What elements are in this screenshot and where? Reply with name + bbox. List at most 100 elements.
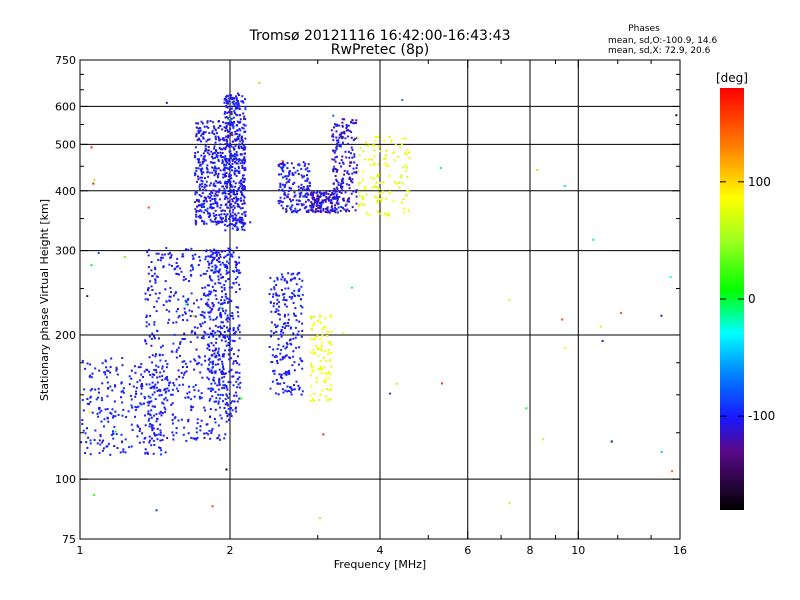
data-point: [209, 306, 212, 309]
data-point: [236, 158, 239, 161]
data-point: [226, 186, 228, 189]
data-point: [236, 362, 238, 365]
data-point: [337, 206, 340, 209]
data-point: [227, 253, 230, 256]
data-point: [302, 203, 305, 206]
data-point: [280, 289, 283, 291]
data-point: [194, 437, 197, 440]
data-point: [405, 193, 408, 196]
data-point: [225, 116, 228, 118]
data-point: [225, 218, 227, 221]
data-point: [122, 450, 125, 453]
data-point: [203, 406, 206, 409]
data-point: [199, 216, 202, 219]
data-point: [218, 330, 221, 333]
data-point: [320, 345, 323, 348]
data-point: [307, 188, 310, 191]
data-point: [197, 306, 200, 309]
data-point: [272, 295, 274, 298]
data-point: [224, 219, 227, 222]
data-point: [100, 397, 103, 400]
data-point: [228, 218, 231, 220]
data-point: [160, 256, 163, 259]
data-point: [226, 197, 229, 200]
data-point: [388, 212, 391, 215]
data-point: [153, 323, 156, 326]
data-point: [227, 181, 229, 184]
data-point: [210, 260, 213, 263]
data-point: [184, 299, 187, 302]
data-point: [240, 145, 243, 148]
data-point: [219, 326, 222, 329]
data-point: [227, 413, 230, 416]
data-point: [338, 133, 341, 136]
data-point: [373, 144, 376, 147]
data-point: [342, 162, 345, 165]
data-point: [328, 398, 331, 401]
data-point: [340, 187, 343, 190]
data-point: [313, 198, 316, 201]
data-point: [200, 206, 203, 209]
data-point: [217, 281, 220, 284]
data-point: [211, 269, 214, 272]
data-point: [336, 155, 338, 158]
data-point: [197, 389, 200, 392]
data-point: [326, 399, 328, 402]
data-point: [214, 363, 217, 366]
data-point: [201, 180, 204, 183]
data-point: [203, 211, 205, 214]
data-point: [238, 397, 241, 400]
data-point: [221, 321, 224, 324]
data-point: [204, 198, 207, 201]
data-point: [278, 165, 281, 168]
data-point: [439, 167, 442, 169]
data-point: [372, 177, 375, 180]
data-point: [235, 222, 238, 224]
data-point: [236, 276, 239, 279]
data-point: [158, 412, 161, 415]
data-point: [298, 271, 301, 274]
data-point: [301, 188, 304, 191]
data-point: [222, 365, 224, 368]
data-point: [200, 154, 203, 157]
data-point: [223, 301, 226, 304]
data-point: [208, 284, 210, 287]
chart-subtitle: RwPretec (8p): [331, 42, 429, 58]
data-point: [290, 343, 293, 346]
data-point: [195, 167, 198, 170]
data-point: [236, 371, 239, 374]
data-point: [208, 212, 211, 215]
data-point: [333, 192, 336, 195]
data-point: [319, 360, 322, 362]
data-point: [227, 178, 230, 181]
data-point: [227, 130, 229, 133]
data-point: [279, 186, 282, 189]
data-point: [296, 203, 298, 206]
data-point: [121, 414, 124, 417]
data-point: [217, 393, 220, 396]
data-point: [201, 220, 204, 223]
data-point: [362, 150, 365, 153]
data-point: [212, 256, 214, 259]
data-point: [90, 264, 93, 267]
stats-line-x: mean, sd,X: 72.9, 20.6: [608, 46, 711, 56]
data-point: [206, 423, 209, 426]
data-point: [342, 199, 345, 202]
data-point: [188, 309, 191, 312]
data-point: [306, 185, 309, 188]
data-point: [231, 124, 234, 127]
data-point: [195, 215, 198, 218]
data-point: [107, 442, 110, 445]
data-point: [150, 261, 153, 263]
data-point: [220, 210, 223, 212]
data-point: [190, 405, 193, 408]
data-point: [99, 435, 102, 438]
data-point: [330, 330, 333, 333]
data-point: [209, 218, 212, 221]
data-point: [177, 390, 180, 393]
data-point: [115, 369, 118, 372]
data-point: [217, 181, 220, 184]
data-point: [135, 406, 138, 409]
data-point: [219, 414, 222, 417]
data-point: [143, 402, 145, 405]
